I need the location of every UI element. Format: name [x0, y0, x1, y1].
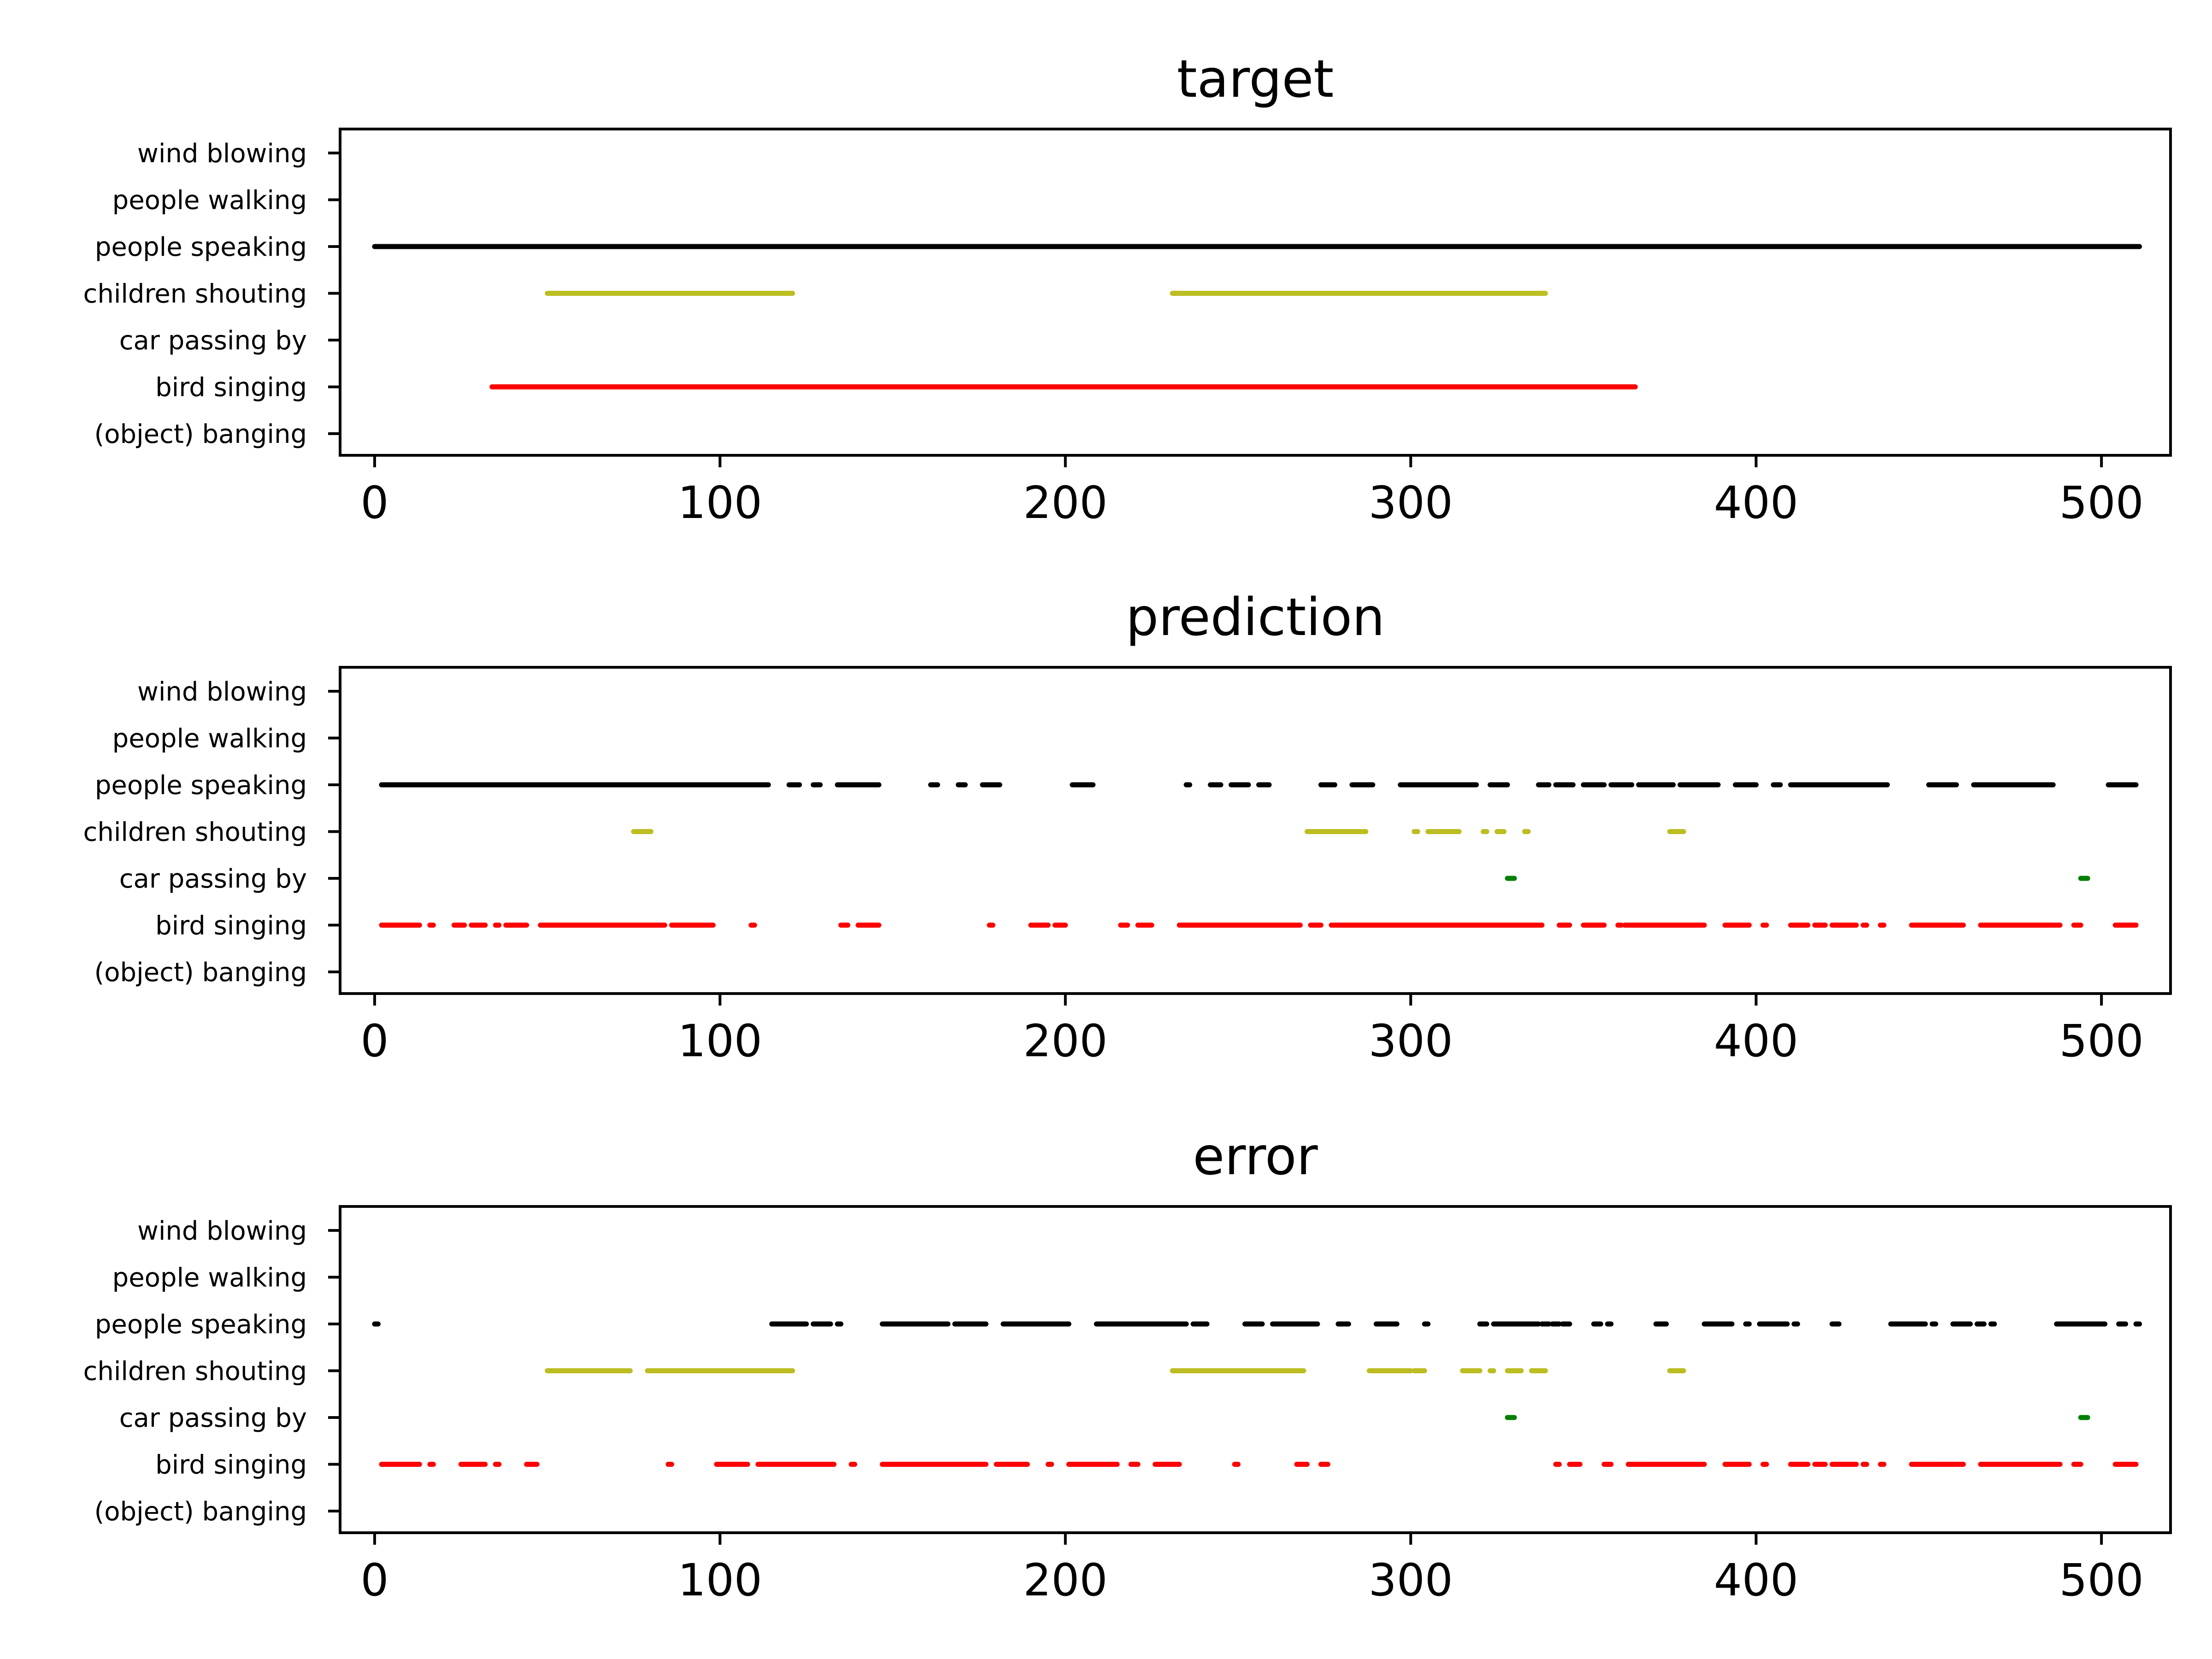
y-tick-label: children shouting	[83, 279, 307, 309]
y-tick-label: people walking	[112, 1263, 307, 1293]
subplot-title: target	[1177, 49, 1334, 109]
axes-frame	[339, 1205, 2172, 1534]
x-tick-label: 300	[1369, 1015, 1453, 1067]
y-tick-label: children shouting	[83, 1357, 307, 1387]
x-tick-label: 100	[678, 1015, 762, 1067]
x-tick-label: 0	[360, 1015, 388, 1067]
x-tick-label: 400	[1714, 477, 1798, 529]
y-tick-label: car passing by	[119, 1403, 307, 1433]
y-tick-label: bird singing	[155, 373, 307, 403]
x-tick-label: 0	[360, 477, 388, 529]
axes-frame	[339, 666, 2172, 995]
y-tick-label: bird singing	[155, 911, 307, 941]
y-tick-label: car passing by	[119, 864, 307, 894]
y-tick-label: children shouting	[83, 818, 307, 847]
x-tick-label: 500	[2059, 477, 2143, 529]
x-tick-label: 500	[2059, 1015, 2143, 1067]
x-tick-label: 200	[1023, 1015, 1107, 1067]
x-tick-label: 100	[678, 477, 762, 529]
x-tick-label: 300	[1369, 1554, 1453, 1606]
subplot-error: error wind blowing people walking people sp…	[83, 1127, 2172, 1606]
y-tick-label: people speaking	[95, 232, 307, 262]
x-tick-label: 500	[2059, 1554, 2143, 1606]
y-tick-label: people walking	[112, 186, 307, 216]
subplot-target: target wind blowing people walking people s…	[83, 49, 2172, 529]
subplot-prediction: prediction wind blowing people walking peop…	[83, 588, 2172, 1067]
subplot-title: prediction	[1126, 588, 1385, 647]
x-tick-label: 300	[1369, 477, 1453, 529]
subplot-title: error	[1193, 1127, 1318, 1187]
x-tick-label: 100	[678, 1554, 762, 1606]
y-tick-label: people speaking	[95, 1310, 307, 1340]
y-tick-label: car passing by	[119, 326, 307, 356]
y-tick-label: people walking	[112, 724, 307, 754]
x-tick-label: 0	[360, 1554, 388, 1606]
y-tick-label: wind blowing	[137, 677, 307, 707]
axes-frame	[339, 128, 2172, 457]
y-tick-label: (object) banging	[94, 1497, 307, 1527]
y-tick-label: people speaking	[95, 771, 307, 800]
y-tick-label: bird singing	[155, 1450, 307, 1480]
x-tick-label: 200	[1023, 477, 1107, 529]
y-tick-label: (object) banging	[94, 958, 307, 988]
x-tick-label: 400	[1714, 1015, 1798, 1067]
y-tick-label: wind blowing	[137, 139, 307, 169]
subplots: target wind blowing people walking people s…	[83, 49, 2172, 1606]
y-tick-label: wind blowing	[137, 1216, 307, 1246]
y-tick-label: (object) banging	[94, 419, 307, 449]
x-tick-label: 200	[1023, 1554, 1107, 1606]
x-tick-label: 400	[1714, 1554, 1798, 1606]
